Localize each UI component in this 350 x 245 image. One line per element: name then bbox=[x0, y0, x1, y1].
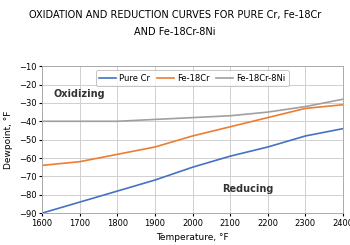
Fe-18Cr-8Ni bbox=[266, 111, 270, 114]
Fe-18Cr-8Ni bbox=[341, 98, 345, 101]
Fe-18Cr bbox=[303, 107, 308, 110]
Fe-18Cr bbox=[40, 164, 44, 167]
Text: AND Fe-18Cr-8Ni: AND Fe-18Cr-8Ni bbox=[134, 27, 216, 37]
Pure Cr bbox=[266, 146, 270, 148]
Pure Cr bbox=[153, 179, 157, 182]
Pure Cr bbox=[190, 166, 195, 169]
Fe-18Cr-8Ni bbox=[190, 116, 195, 119]
Text: Reducing: Reducing bbox=[223, 184, 274, 194]
Pure Cr bbox=[78, 201, 82, 204]
Fe-18Cr-8Ni bbox=[228, 114, 232, 117]
Pure Cr bbox=[341, 127, 345, 130]
Fe-18Cr bbox=[341, 103, 345, 106]
Fe-18Cr-8Ni bbox=[40, 120, 44, 123]
Line: Fe-18Cr: Fe-18Cr bbox=[42, 105, 343, 165]
Text: Oxidizing: Oxidizing bbox=[53, 89, 105, 99]
Pure Cr bbox=[228, 155, 232, 158]
Fe-18Cr-8Ni bbox=[115, 120, 119, 123]
Line: Fe-18Cr-8Ni: Fe-18Cr-8Ni bbox=[42, 99, 343, 121]
Fe-18Cr-8Ni bbox=[78, 120, 82, 123]
Fe-18Cr bbox=[190, 135, 195, 137]
Fe-18Cr bbox=[266, 116, 270, 119]
Text: OXIDATION AND REDUCTION CURVES FOR PURE Cr, Fe-18Cr: OXIDATION AND REDUCTION CURVES FOR PURE … bbox=[29, 10, 321, 20]
Fe-18Cr-8Ni bbox=[153, 118, 157, 121]
Legend: Pure Cr, Fe-18Cr, Fe-18Cr-8Ni: Pure Cr, Fe-18Cr, Fe-18Cr-8Ni bbox=[96, 70, 289, 86]
Fe-18Cr bbox=[228, 125, 232, 128]
Pure Cr bbox=[40, 212, 44, 215]
Fe-18Cr bbox=[153, 146, 157, 148]
X-axis label: Temperature, °F: Temperature, °F bbox=[156, 233, 229, 242]
Pure Cr bbox=[303, 135, 308, 137]
Line: Pure Cr: Pure Cr bbox=[42, 129, 343, 213]
Y-axis label: Dewpoint, °F: Dewpoint, °F bbox=[4, 110, 13, 169]
Fe-18Cr bbox=[78, 160, 82, 163]
Fe-18Cr bbox=[115, 153, 119, 156]
Fe-18Cr-8Ni bbox=[303, 105, 308, 108]
Pure Cr bbox=[115, 190, 119, 193]
